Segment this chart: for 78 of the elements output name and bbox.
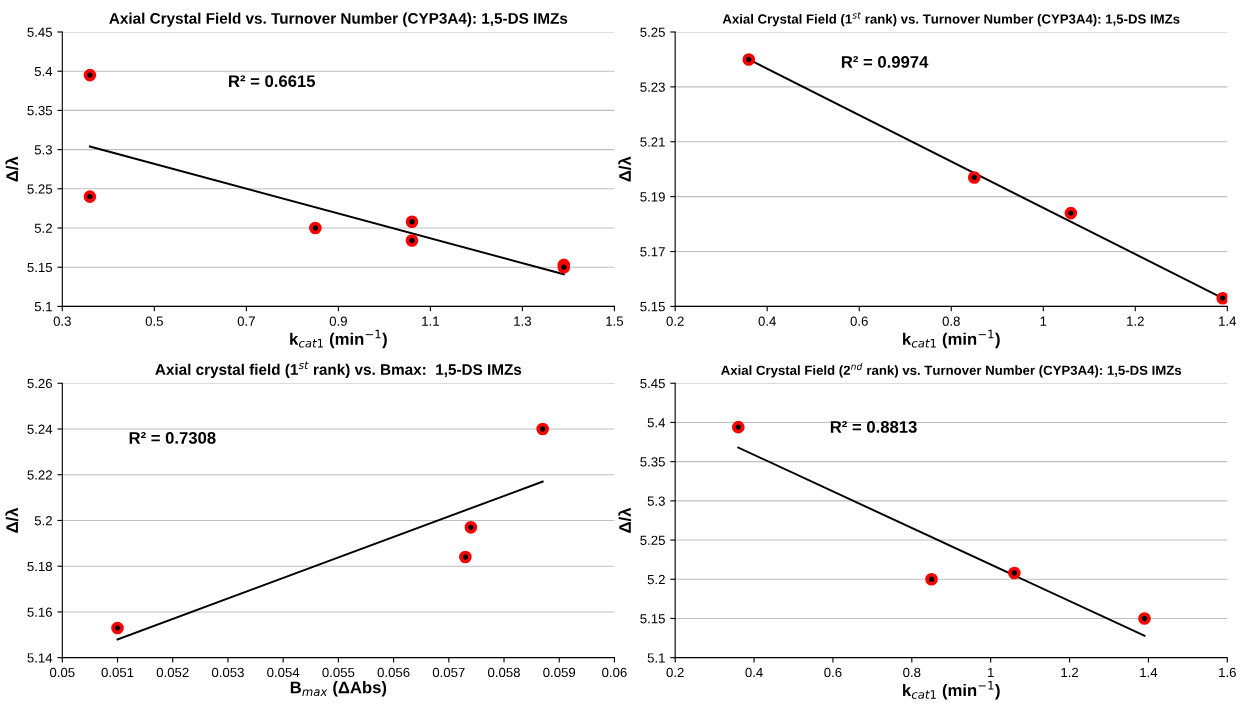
y-tick-label: 5.24	[27, 424, 53, 434]
chart-title: Axial Crystal Field vs. Turnover Number (CYP3A4): 1,5-DS IMZs	[109, 12, 568, 27]
y-tick-label: 5.4	[647, 418, 666, 428]
x-tick-label: 1	[988, 667, 994, 677]
x-tick-label: 0.2	[666, 667, 684, 678]
x-axis-title: k$_{cat1}$ (min$^{−1}$)	[903, 681, 1000, 700]
y-axis-title: Δ/λ	[618, 156, 632, 182]
x-tick-label: 0.054	[267, 667, 300, 678]
annotation: R² = 0.6615	[229, 75, 316, 88]
y-tick-label: 5.15	[27, 262, 53, 273]
x-tick-label: 0.8	[942, 316, 960, 326]
chart-title: Axial crystal field (1$^{st}$ rank) vs. Bmax: 1,5-DS IMZs	[155, 361, 522, 378]
x-tick-label: 1.5	[606, 316, 624, 326]
y-tick-label: 5.3	[647, 496, 665, 506]
y-tick-label: 5.2	[34, 516, 52, 526]
x-tick-label: 0.2	[666, 316, 684, 326]
y-tick-label: 5.19	[640, 192, 665, 202]
x-tick-label: 0.059	[543, 667, 576, 678]
x-tick-label: 0.6	[824, 667, 842, 678]
y-axis-title: Δ/λ	[5, 507, 19, 533]
x-tick-label: 1.3	[514, 316, 532, 326]
x-tick-label: 0.052	[156, 667, 189, 678]
x-tick-label: 0.055	[322, 667, 355, 678]
x-tick-label: 0.4	[745, 667, 763, 678]
x-tick-label: 0.9	[329, 316, 347, 326]
x-tick-label: 1	[1040, 316, 1047, 326]
y-tick-label: 5.23	[640, 82, 665, 92]
x-tick-label: 0.051	[101, 667, 134, 678]
x-axis-title: k$_{cat1}$ (min$^{−1}$)	[903, 329, 1000, 349]
x-tick-label: 0.06	[602, 667, 627, 678]
y-tick-label: 5.15	[640, 614, 665, 624]
y-tick-label: 5.26	[27, 378, 52, 389]
x-tick-label: 0.05	[49, 667, 75, 678]
y-tick-label: 5.2	[647, 574, 665, 585]
x-tick-label: 1.2	[1061, 667, 1079, 677]
x-tick-label: 0.5	[145, 316, 163, 326]
y-tick-label: 5.35	[27, 105, 53, 116]
x-tick-label: 0.053	[211, 667, 244, 678]
x-tick-label: 1.6	[1219, 667, 1236, 678]
y-tick-label: 5.45	[640, 378, 665, 389]
y-tick-label: 5.21	[640, 137, 665, 147]
y-tick-label: 5.1	[34, 302, 52, 312]
chart-title: Axial Crystal Field (2$^{nd}$ rank) vs. Turnover Number (CYP3A4): 1,5-DS IMZs	[721, 362, 1182, 378]
x-tick-label: 0.4	[758, 316, 776, 326]
y-tick-label: 5.14	[27, 653, 53, 663]
annotation: R² = 0.8813	[830, 421, 917, 433]
y-tick-label: 5.1	[647, 653, 665, 663]
x-axis-title: B$_{max}$ (ΔAbs)	[290, 681, 387, 697]
x-tick-label: 0.8	[903, 667, 921, 678]
y-tick-label: 5.25	[640, 535, 665, 545]
y-tick-label: 5.25	[640, 27, 665, 37]
x-tick-label: 0.7	[237, 316, 255, 326]
x-tick-label: 0.057	[432, 667, 465, 678]
y-tick-label: 5.45	[27, 27, 53, 37]
y-tick-label: 5.22	[27, 470, 52, 480]
x-tick-label: 0.056	[377, 667, 410, 678]
y-tick-label: 5.35	[640, 457, 665, 467]
y-tick-label: 5.16	[27, 607, 52, 617]
y-tick-label: 5.25	[27, 184, 53, 194]
x-tick-label: 1.2	[1127, 316, 1144, 326]
y-tick-label: 5.15	[640, 302, 665, 312]
x-tick-label: 0.6	[850, 316, 868, 326]
x-tick-label: 0.3	[53, 316, 71, 326]
annotation: R² = 0.7308	[129, 431, 216, 444]
x-tick-label: 1.4	[1140, 667, 1158, 677]
y-tick-label: 5.17	[640, 247, 665, 257]
x-tick-label: 1.4	[1219, 316, 1237, 326]
y-tick-label: 5.18	[27, 561, 53, 572]
annotation: R² = 0.9974	[841, 56, 929, 68]
x-tick-label: 0.058	[488, 667, 520, 678]
chart-title: Axial Crystal Field (1$^{st}$ rank) vs. Turnover Number (CYP3A4): 1,5-DS IMZs	[722, 12, 1180, 27]
y-axis-title: Δ/λ	[618, 507, 632, 533]
y-axis-title: Δ/λ	[5, 156, 19, 182]
x-tick-label: 1.1	[422, 316, 439, 326]
x-axis-title: k$_{cat1}$ (min$^{−1}$)	[290, 329, 387, 349]
y-tick-label: 5.2	[34, 223, 52, 233]
y-tick-label: 5.4	[34, 66, 53, 77]
y-tick-label: 5.3	[34, 145, 52, 155]
